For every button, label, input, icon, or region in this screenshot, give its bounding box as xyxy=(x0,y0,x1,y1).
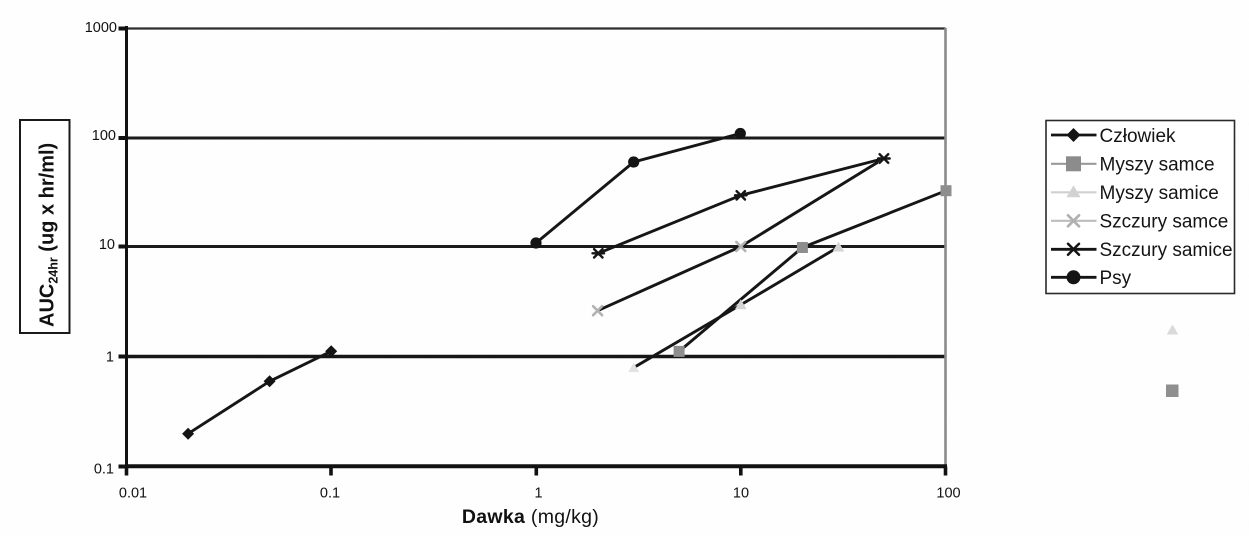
svg-text:0.1: 0.1 xyxy=(320,486,340,502)
svg-text:Szczury samce: Szczury samce xyxy=(1100,212,1229,233)
svg-text:0.1: 0.1 xyxy=(94,462,114,478)
svg-text:1: 1 xyxy=(106,350,114,366)
svg-text:Dawka (mg/kg): Dawka (mg/kg) xyxy=(462,506,599,528)
svg-text:1000: 1000 xyxy=(85,20,117,36)
svg-text:Człowiek: Człowiek xyxy=(1100,126,1177,147)
svg-text:0.01: 0.01 xyxy=(119,486,147,502)
svg-text:Szczury samice: Szczury samice xyxy=(1100,240,1233,261)
svg-text:1: 1 xyxy=(534,486,542,502)
svg-text:Myszy samce: Myszy samce xyxy=(1100,155,1215,176)
svg-text:100: 100 xyxy=(92,128,116,144)
svg-text:Myszy samice: Myszy samice xyxy=(1100,183,1219,204)
svg-text:100: 100 xyxy=(936,486,960,502)
svg-text:AUC24hr (ug x hr/ml): AUC24hr (ug x hr/ml) xyxy=(37,143,61,327)
svg-text:Psy: Psy xyxy=(1100,268,1132,289)
svg-text:10: 10 xyxy=(733,486,749,502)
svg-text:10: 10 xyxy=(99,237,115,253)
